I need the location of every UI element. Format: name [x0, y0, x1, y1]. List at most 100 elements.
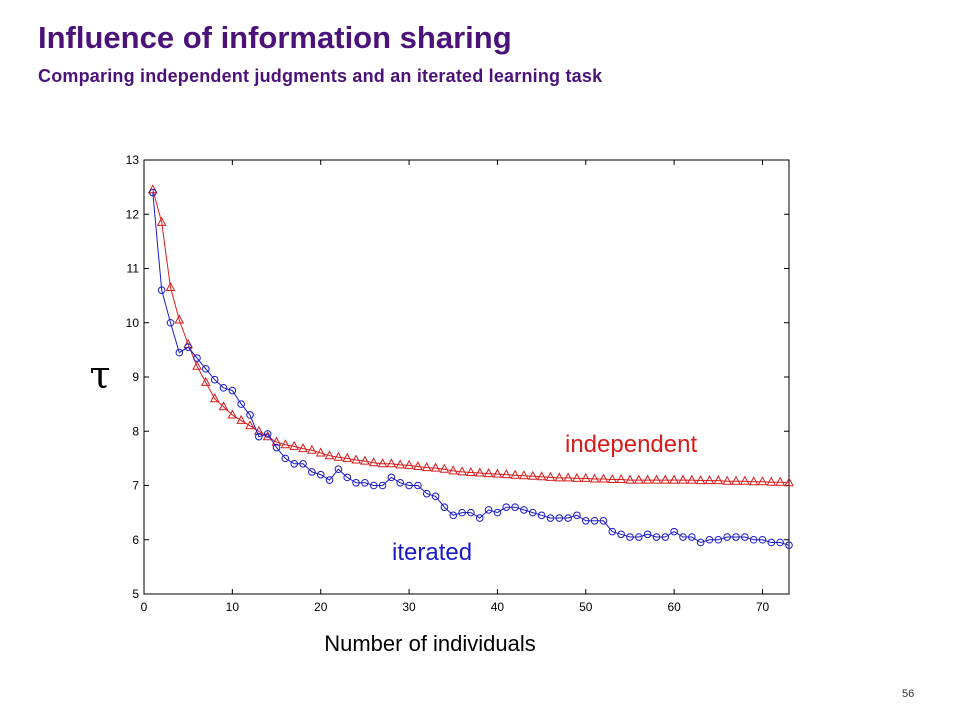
data-point-iterated [396, 478, 405, 487]
x-tick-label: 0 [141, 600, 148, 614]
x-tick-label: 70 [756, 600, 770, 614]
data-point-independent [519, 470, 529, 480]
data-point-independent [660, 474, 671, 484]
data-point-independent [695, 475, 706, 485]
data-point-iterated [590, 516, 599, 525]
data-point-independent [360, 455, 370, 465]
series-group [147, 184, 794, 549]
data-point-iterated [422, 489, 431, 498]
data-point-independent [245, 420, 255, 430]
data-point-iterated [767, 538, 776, 547]
slide-subtitle: Comparing independent judgments and an i… [38, 66, 603, 86]
data-point-independent [651, 474, 662, 484]
data-point-independent [298, 443, 308, 453]
data-point-iterated [785, 541, 793, 549]
data-point-independent [174, 314, 185, 324]
data-point-iterated [246, 411, 254, 419]
data-point-iterated [255, 432, 263, 441]
data-point-independent [262, 431, 273, 441]
data-point-independent [448, 465, 459, 475]
data-point-iterated [237, 400, 245, 408]
data-point-independent [616, 473, 626, 483]
y-tick-label: 7 [132, 479, 139, 493]
data-point-independent [377, 458, 388, 468]
data-point-independent [192, 360, 202, 370]
series-line-iterated [152, 192, 790, 546]
data-point-iterated [458, 508, 466, 517]
data-point-independent [474, 467, 485, 477]
series-line-independent [152, 189, 790, 484]
data-point-independent [642, 474, 653, 484]
data-point-independent [404, 459, 414, 469]
data-point-independent [333, 451, 344, 461]
data-point-independent [227, 409, 238, 419]
data-point-iterated [581, 516, 590, 525]
data-point-iterated [431, 492, 440, 501]
data-point-independent [492, 468, 503, 478]
data-point-independent [748, 476, 759, 486]
data-point-iterated [175, 348, 184, 357]
data-point-iterated [502, 503, 511, 512]
data-point-iterated [608, 527, 617, 536]
data-point-iterated [493, 508, 502, 517]
data-point-independent [510, 469, 520, 479]
data-point-independent [342, 452, 353, 462]
data-point-independent [757, 476, 768, 486]
data-point-iterated [184, 343, 192, 351]
data-point-independent [766, 476, 777, 486]
data-point-iterated [202, 365, 210, 373]
data-point-iterated [290, 460, 299, 468]
x-tick-label: 30 [402, 600, 416, 614]
data-point-independent [589, 473, 600, 483]
data-point-independent [315, 447, 326, 457]
data-point-iterated [758, 535, 767, 544]
data-point-independent [156, 216, 167, 226]
y-tick-label: 11 [127, 262, 140, 276]
data-point-iterated [193, 354, 201, 362]
data-point-independent [289, 440, 300, 450]
data-point-iterated [414, 481, 422, 490]
data-point-independent [563, 472, 573, 482]
data-point-independent [731, 475, 741, 485]
data-point-iterated [316, 470, 325, 479]
data-point-iterated [334, 465, 343, 474]
data-point-iterated [634, 533, 643, 541]
data-point-iterated [528, 508, 537, 517]
y-tick-label: 10 [126, 316, 140, 330]
data-point-iterated [263, 430, 272, 438]
y-tick-label: 6 [132, 533, 139, 547]
data-point-independent [580, 472, 591, 482]
data-point-iterated [475, 514, 484, 522]
x-tick-label: 60 [667, 600, 681, 614]
y-tick-label: 13 [126, 153, 140, 167]
data-point-independent [527, 470, 538, 480]
data-point-iterated [705, 535, 714, 544]
x-tick-label: 20 [314, 600, 328, 614]
data-point-iterated [652, 533, 661, 541]
data-point-iterated [308, 468, 316, 476]
data-point-independent [536, 471, 547, 481]
series-label-iterated: iterated [392, 539, 472, 566]
data-point-iterated [219, 384, 228, 392]
data-point-independent [351, 454, 361, 464]
data-point-independent [457, 466, 467, 476]
data-point-iterated [467, 508, 475, 517]
data-point-iterated [688, 533, 696, 541]
data-point-independent [545, 471, 556, 481]
data-point-iterated [573, 511, 581, 520]
data-point-iterated [520, 506, 528, 514]
data-point-iterated [546, 514, 555, 522]
data-point-independent [236, 414, 247, 424]
data-point-independent [430, 462, 441, 472]
data-point-iterated [369, 481, 378, 490]
data-point-iterated [732, 533, 740, 541]
data-point-iterated [352, 478, 360, 487]
data-point-iterated [449, 511, 458, 520]
data-point-iterated [272, 443, 281, 452]
y-axis-label: τ [89, 353, 110, 397]
data-point-independent [368, 457, 379, 467]
data-point-independent [271, 436, 282, 446]
data-point-iterated [599, 516, 608, 525]
data-point-iterated [166, 318, 175, 327]
data-point-independent [722, 475, 733, 485]
